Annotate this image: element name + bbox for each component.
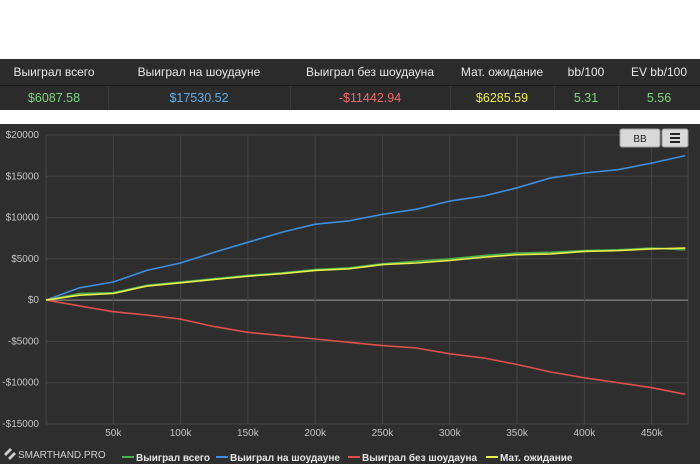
value-total: $6087.58 [27, 91, 81, 105]
y-tick-label: -$10000 [2, 378, 39, 389]
column-divider [450, 86, 451, 110]
hamburger-menu-icon [670, 133, 680, 143]
x-tick-label: 250k [372, 428, 395, 439]
series-lines [45, 154, 686, 396]
series-line [45, 154, 686, 301]
legend-item-label[interactable]: Выиграл всего [136, 453, 210, 464]
header-bb100: bb/100 [567, 65, 605, 79]
value-evbb100: 5.56 [646, 91, 672, 105]
series-line [45, 247, 686, 301]
bb-toggle-button[interactable]: BB [619, 128, 661, 148]
x-tick-label: 350k [506, 428, 529, 439]
chart-canvas: -$15000 -$10000 -$5000 $0 $5000 $10000 $15000 $… [2, 128, 689, 464]
y-tick-label: $15000 [6, 171, 40, 182]
plot-area [45, 134, 689, 425]
x-tick-label: 300k [439, 428, 462, 439]
y-tick-label: $0 [28, 295, 40, 306]
value-nonshowdown: -$11442.94 [338, 91, 402, 105]
chart-panel: -$15000 -$10000 -$5000 $0 $5000 $10000 $15000 $… [0, 124, 700, 464]
legend-item-label[interactable]: Выиграл на шоудауне [230, 453, 340, 464]
stats-header-row: Выиграл всего Выиграл на шоудауне Выигра… [0, 59, 700, 86]
x-tick-label: 200k [304, 428, 327, 439]
y-axis-ticks: -$15000 -$10000 -$5000 $0 $5000 $10000 $15000 $… [2, 130, 39, 430]
header-ev: Мат. ожидание [460, 65, 544, 79]
y-tick-label: -$5000 [8, 336, 40, 347]
header-showdown: Выиграл на шоудауне [137, 65, 261, 79]
legend-item-label[interactable]: Мат. ожидание [500, 453, 573, 464]
x-tick-label: 400k [574, 428, 597, 439]
y-tick-label: -$15000 [2, 419, 39, 430]
legend: Выиграл всего Выиграл на шоудауне Выиграл … [122, 452, 573, 464]
value-ev: $6285.59 [475, 91, 529, 105]
bb-toggle-label: BB [633, 134, 647, 145]
value-bb100: 5.31 [573, 91, 599, 105]
stats-value-row: $6087.58 $17530.52 -$11442.94 $6285.59 5… [0, 86, 700, 110]
column-divider [108, 86, 109, 110]
series-line [45, 299, 686, 396]
y-tick-label: $20000 [6, 130, 40, 141]
brand: SMARTHAND.PRO [4, 448, 106, 461]
legend-item-label[interactable]: Выиграл без шоудауна [362, 452, 477, 464]
chart-menu-button[interactable] [661, 128, 689, 148]
header-evbb100: EV bb/100 [630, 65, 688, 79]
column-divider [554, 86, 555, 110]
value-showdown: $17530.52 [169, 91, 229, 105]
grid-lines [45, 134, 689, 425]
x-axis-ticks: 50k 100k 150k 200k 250k 300k 350k 400k 450k [105, 428, 663, 439]
x-tick-label: 100k [170, 428, 193, 439]
stats-table: Выиграл всего Выиграл на шоудауне Выигра… [0, 59, 700, 110]
x-tick-label: 50k [105, 428, 122, 439]
y-tick-label: $10000 [6, 213, 40, 224]
column-divider [290, 86, 291, 110]
brand-text: SMARTHAND.PRO [18, 450, 106, 461]
y-tick-label: $5000 [11, 254, 39, 265]
smarthand-logo-icon [4, 448, 16, 460]
column-divider [618, 86, 619, 110]
header-total: Выиграл всего [13, 65, 95, 79]
x-tick-label: 450k [641, 428, 664, 439]
header-nonshowdown: Выиграл без шоудауна [306, 65, 434, 79]
x-tick-label: 150k [237, 428, 260, 439]
